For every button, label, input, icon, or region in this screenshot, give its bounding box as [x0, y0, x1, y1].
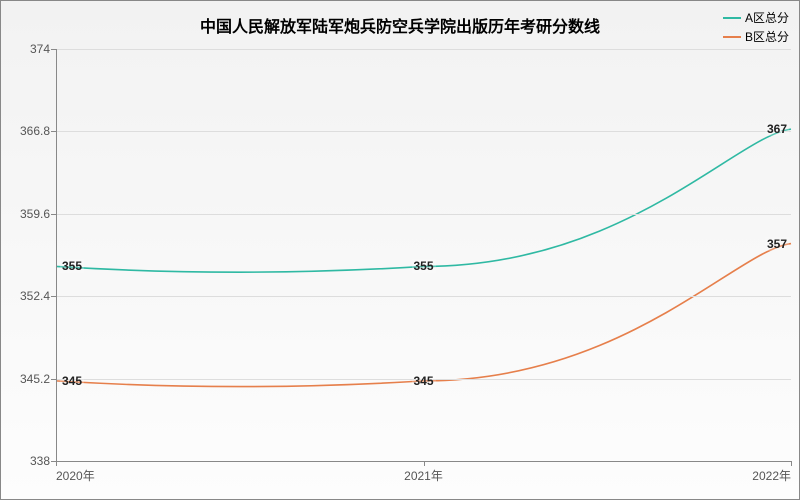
legend-label-a: A区总分: [745, 9, 789, 26]
grid-line: [56, 296, 791, 297]
y-axis: [56, 49, 57, 461]
x-tick: [791, 461, 792, 466]
legend-label-b: B区总分: [745, 28, 789, 45]
legend-item-b: B区总分: [723, 28, 789, 45]
plot-area: 338345.2352.4359.6366.83742020年2021年2022…: [56, 49, 791, 461]
y-tick-label: 352.4: [20, 289, 56, 303]
data-label: 345: [411, 374, 435, 388]
grid-line: [56, 49, 791, 50]
x-tick-label: 2020年: [56, 461, 95, 484]
data-label: 367: [765, 122, 789, 136]
y-tick-label: 359.6: [20, 207, 56, 221]
legend-swatch-b: [723, 36, 741, 38]
chart-container: 中国人民解放军陆军炮兵防空兵学院出版历年考研分数线 A区总分 B区总分 3383…: [0, 0, 800, 500]
legend-item-a: A区总分: [723, 9, 789, 26]
data-label: 357: [765, 237, 789, 251]
data-label: 355: [60, 259, 84, 273]
legend-swatch-a: [723, 17, 741, 19]
y-tick-label: 345.2: [20, 372, 56, 386]
grid-line: [56, 214, 791, 215]
y-tick-label: 338: [30, 454, 56, 468]
line-layer: [56, 49, 791, 461]
y-tick-label: 366.8: [20, 124, 56, 138]
chart-title: 中国人民解放军陆军炮兵防空兵学院出版历年考研分数线: [1, 13, 799, 37]
grid-line: [56, 131, 791, 132]
x-tick-label: 2022年: [752, 461, 791, 484]
y-tick-label: 374: [30, 42, 56, 56]
legend: A区总分 B区总分: [723, 9, 789, 47]
series-line-0: [56, 129, 791, 272]
data-label: 345: [60, 374, 84, 388]
x-tick-label: 2021年: [404, 461, 443, 484]
data-label: 355: [411, 259, 435, 273]
